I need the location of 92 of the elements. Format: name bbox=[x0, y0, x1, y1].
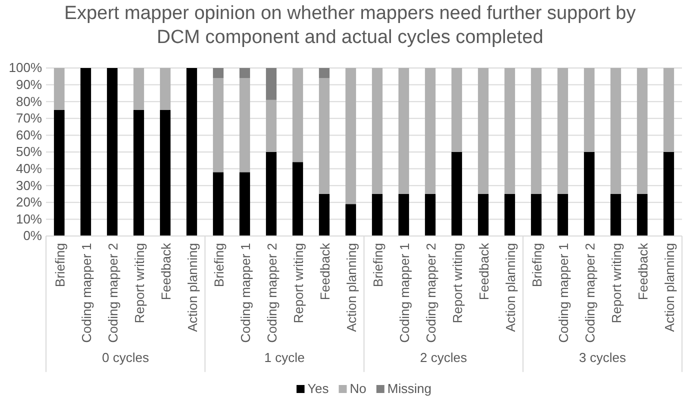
x-tick-label: Action planning bbox=[502, 243, 518, 332]
bar bbox=[292, 162, 304, 236]
bar bbox=[610, 194, 622, 236]
bar bbox=[160, 110, 171, 236]
bar bbox=[557, 194, 568, 236]
bar bbox=[212, 68, 224, 78]
x-tick-label: Action planning bbox=[344, 243, 359, 332]
y-tick-label: 70% bbox=[16, 110, 42, 126]
x-tick-label: Briefing bbox=[370, 243, 386, 288]
x-tick-label: Action planning bbox=[184, 243, 200, 332]
x-tick-label: Feedback bbox=[317, 242, 332, 300]
bar bbox=[345, 204, 356, 236]
legend-label: Yes bbox=[308, 381, 330, 396]
bar bbox=[663, 68, 674, 152]
bar bbox=[239, 172, 250, 236]
bar bbox=[266, 68, 277, 100]
x-tick-label: Feedback bbox=[635, 242, 650, 300]
x-tick-label: Coding mapper 2 bbox=[423, 243, 438, 343]
x-tick-label: Briefing bbox=[529, 243, 544, 288]
bar bbox=[292, 68, 304, 162]
y-tick-label: 60% bbox=[16, 127, 42, 142]
bar bbox=[318, 194, 330, 236]
text: 2 cycles bbox=[420, 350, 468, 365]
bar bbox=[266, 100, 277, 152]
y-tick-label: 30% bbox=[16, 178, 42, 193]
y-tick-label: 10% bbox=[16, 211, 42, 226]
bar bbox=[398, 68, 410, 194]
bar bbox=[451, 68, 462, 152]
x-tick-label: Report writing bbox=[132, 243, 147, 324]
bar bbox=[212, 172, 224, 236]
bar bbox=[584, 68, 595, 152]
x-tick-label: Briefing bbox=[211, 243, 226, 288]
bar bbox=[133, 68, 144, 110]
bar bbox=[504, 194, 516, 236]
bar bbox=[424, 194, 436, 236]
bar bbox=[239, 68, 250, 78]
bar bbox=[160, 68, 171, 110]
bar bbox=[504, 68, 516, 194]
bar bbox=[636, 194, 648, 236]
x-tick-label: Coding mapper 1 bbox=[78, 243, 94, 343]
bar bbox=[106, 68, 118, 236]
text: 3 cycles bbox=[579, 350, 626, 365]
bar bbox=[318, 68, 330, 78]
y-tick-label: 100% bbox=[8, 60, 42, 76]
bar bbox=[478, 194, 489, 236]
bar bbox=[372, 194, 383, 236]
x-tick-label: Coding mapper 1 bbox=[238, 243, 253, 343]
y-tick-label: 0% bbox=[23, 228, 42, 244]
bar bbox=[478, 68, 489, 194]
bar bbox=[186, 68, 198, 236]
x-tick-label: Report writing bbox=[450, 243, 465, 324]
x-tick-label: Briefing bbox=[52, 243, 68, 288]
bar bbox=[557, 68, 568, 194]
y-tick-label: 40% bbox=[16, 160, 42, 176]
x-tick-label: Action planning bbox=[662, 243, 677, 332]
bar bbox=[584, 152, 595, 236]
y-tick-label: 80% bbox=[16, 94, 42, 109]
x-tick-label: Coding mapper 2 bbox=[582, 243, 598, 343]
legend-label: No bbox=[350, 381, 366, 396]
legend-label: Missing bbox=[387, 381, 432, 396]
y-tick-label: 50% bbox=[16, 144, 42, 160]
x-tick-label: Report writing bbox=[608, 243, 624, 324]
bar bbox=[345, 68, 356, 204]
bar bbox=[663, 152, 674, 236]
bar bbox=[133, 110, 144, 236]
bar bbox=[372, 68, 383, 194]
chart-title: Expert mapper opinion on whether mappers need further support by DCM component and actual cycles completed bbox=[63, 2, 637, 50]
text: 0 cycles bbox=[102, 350, 150, 365]
x-tick-label: Report writing bbox=[290, 243, 306, 324]
x-tick-label: Feedback bbox=[158, 242, 174, 300]
bar bbox=[54, 110, 65, 236]
bar bbox=[398, 194, 410, 236]
bar bbox=[610, 68, 622, 194]
x-tick-label: Feedback bbox=[476, 242, 492, 300]
bar bbox=[54, 68, 65, 110]
text: 1 cycle bbox=[264, 350, 305, 365]
bar bbox=[266, 152, 277, 236]
bar bbox=[530, 68, 542, 194]
y-tick-label: 20% bbox=[16, 194, 42, 210]
bar bbox=[212, 78, 224, 172]
x-tick-label: Coding mapper 1 bbox=[556, 243, 571, 343]
bar bbox=[80, 68, 92, 236]
x-tick-label: Coding mapper 2 bbox=[264, 243, 280, 343]
bar bbox=[318, 78, 330, 194]
bar bbox=[530, 194, 542, 236]
bar bbox=[636, 68, 648, 194]
x-tick-label: Coding mapper 2 bbox=[105, 243, 120, 343]
y-tick-label: 90% bbox=[16, 76, 42, 92]
bar bbox=[424, 68, 436, 194]
x-tick-label: Coding mapper 1 bbox=[396, 243, 412, 343]
bar bbox=[451, 152, 462, 236]
bar bbox=[239, 78, 250, 172]
